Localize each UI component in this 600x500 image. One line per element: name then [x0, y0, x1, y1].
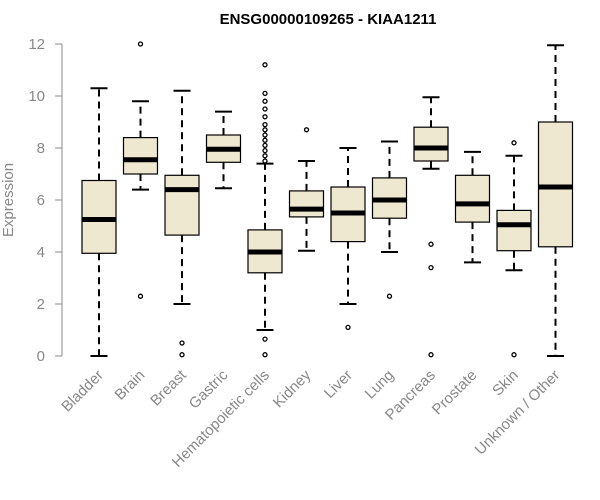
x-tick-label: Prostate [429, 367, 481, 419]
y-axis-label: Expression [0, 163, 17, 237]
x-tick-label: Bladder [58, 367, 107, 416]
outlier-point [262, 137, 268, 143]
box-lung [371, 140, 408, 299]
outlier-point [386, 293, 393, 299]
box-brain [122, 41, 159, 299]
x-tick-label: Breast [147, 366, 190, 409]
x-tick-label: Liver [321, 367, 356, 402]
outlier-point [262, 127, 268, 133]
box-iqr [81, 179, 117, 254]
outlier-point [262, 121, 268, 128]
box-bladder [81, 87, 117, 357]
outlier-point [137, 41, 144, 47]
outlier-point [262, 98, 268, 104]
box-breast [164, 89, 200, 358]
box-liver [330, 147, 366, 331]
outlier-point [179, 352, 185, 358]
y-axis: 0 2 4 6 8 10 12 [28, 36, 63, 365]
outlier-point [511, 140, 517, 146]
outlier-point [428, 241, 434, 247]
y-tick-label: 12 [28, 36, 45, 53]
y-tick-label: 8 [37, 140, 45, 157]
y-tick-label: 4 [37, 244, 45, 261]
box-iqr [288, 190, 325, 218]
outlier-point [345, 324, 351, 331]
box-unknown-other [537, 44, 574, 357]
box-pancreas [413, 96, 449, 358]
y-tick-label: 0 [37, 348, 45, 365]
x-tick-label: Lung [362, 367, 398, 403]
outlier-point [262, 158, 268, 164]
outlier-point [137, 293, 144, 299]
box-gastric [205, 110, 242, 190]
box-hematopoietic-cells [247, 62, 283, 358]
box-prostate [454, 150, 491, 264]
outlier-point [428, 352, 434, 358]
outlier-point [262, 106, 268, 112]
box-iqr [496, 209, 532, 252]
outlier-point [262, 90, 268, 97]
outlier-point [428, 264, 434, 271]
box-skin [496, 140, 532, 358]
x-tick-label: Brain [112, 367, 149, 404]
box-iqr [122, 137, 159, 175]
box-iqr [454, 174, 491, 223]
outlier-point [262, 132, 268, 138]
box-iqr [164, 174, 200, 236]
outlier-point [179, 340, 185, 346]
outlier-point [262, 62, 268, 68]
y-tick-label: 10 [28, 88, 45, 105]
outlier-point [262, 352, 268, 358]
outlier-point [262, 336, 268, 342]
outlier-point [262, 147, 268, 154]
box-iqr [413, 126, 449, 162]
boxes-group [81, 41, 574, 358]
box-kidney [288, 127, 325, 252]
box-iqr [537, 121, 574, 248]
y-tick-label: 2 [37, 296, 45, 313]
outlier-point [262, 114, 268, 120]
outlier-point [303, 127, 310, 133]
y-tick-label: 6 [37, 192, 45, 209]
outlier-point [262, 153, 268, 159]
outlier-point [511, 352, 517, 358]
chart-title: ENSG00000109265 - KIAA1211 [220, 11, 437, 28]
x-tick-label: Skin [489, 367, 522, 400]
x-tick-label: Kidney [270, 366, 315, 411]
outlier-point [262, 142, 268, 149]
